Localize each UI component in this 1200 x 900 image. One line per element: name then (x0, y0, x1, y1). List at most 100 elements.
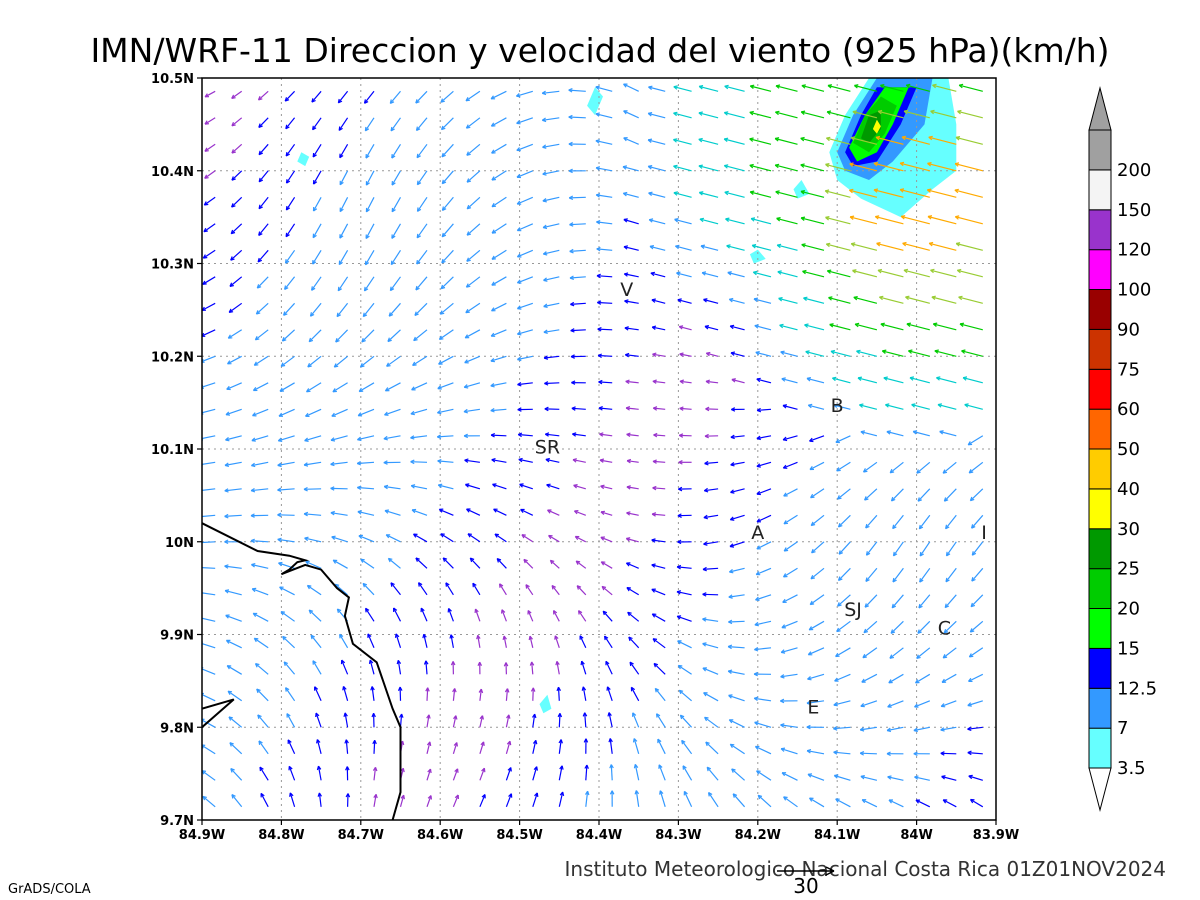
wind-vector (579, 635, 587, 649)
wind-vector (572, 458, 586, 463)
wind-vector (891, 594, 904, 609)
wind-vector (806, 749, 825, 755)
wind-vector (584, 790, 590, 807)
wind-vector (934, 349, 957, 357)
wind-vector (343, 712, 349, 728)
wind-vector (936, 376, 957, 384)
wind-vector (625, 537, 639, 543)
wind-vector (544, 432, 560, 437)
wind-vector (515, 90, 533, 98)
wind-vector (941, 673, 957, 683)
wind-vector (573, 510, 587, 516)
wind-vector (410, 484, 428, 490)
wind-vector (756, 541, 772, 550)
wind-vector (553, 610, 560, 622)
wind-vector (860, 700, 878, 708)
wind-vector (303, 511, 322, 517)
wind-vector (609, 764, 614, 781)
wind-vector (525, 584, 534, 596)
wind-vector (463, 382, 481, 389)
wind-vector (607, 712, 613, 728)
wind-vector (464, 329, 481, 339)
wind-vector (909, 376, 930, 384)
wind-vector (971, 567, 984, 582)
wind-vector (466, 508, 481, 516)
wind-vector (930, 268, 957, 278)
wind-vector (852, 110, 878, 119)
wind-vector (280, 355, 295, 367)
wind-vector (932, 322, 957, 331)
wind-vector (410, 459, 428, 465)
wind-vector (422, 633, 428, 648)
wind-vector (365, 607, 375, 622)
wind-vector (916, 647, 931, 659)
wind-vector (837, 488, 851, 500)
wind-vector (703, 298, 719, 304)
wind-vector (968, 647, 984, 658)
wind-vector (875, 135, 904, 145)
wind-vector (652, 638, 666, 649)
wind-vector (900, 215, 930, 225)
speed-region-9 (793, 180, 810, 199)
wind-vector (729, 514, 745, 521)
wind-vector (411, 508, 428, 516)
wind-vector (477, 661, 483, 675)
wind-vector (595, 139, 613, 145)
x-tick-label: 84.2W (735, 828, 781, 843)
wind-vector (837, 567, 851, 581)
wind-vector (727, 271, 745, 278)
wind-vector (568, 141, 586, 147)
wind-vector (905, 295, 930, 304)
colorbar-swatch (1088, 568, 1112, 609)
wind-vector (756, 461, 772, 468)
wind-vector (415, 276, 428, 291)
wind-vector (441, 196, 454, 211)
coastline-segment-0 (202, 522, 402, 820)
wind-vector (885, 403, 904, 410)
wind-vector (260, 792, 269, 808)
wind-vector (391, 170, 402, 186)
wind-vector (833, 700, 851, 707)
wind-vector (723, 137, 745, 145)
colorbar-swatch (1088, 488, 1112, 530)
wind-vector (527, 610, 534, 622)
wind-vector (632, 738, 640, 754)
wind-vector (728, 694, 745, 702)
wind-vector (339, 223, 349, 239)
wind-vector (702, 592, 719, 597)
city-label-e: E (807, 696, 819, 718)
wind-vector (426, 768, 432, 781)
wind-vector (571, 380, 586, 385)
wind-vector (229, 742, 243, 755)
wind-vector (465, 117, 481, 129)
wind-vector (931, 295, 957, 304)
wind-vector (516, 249, 534, 258)
wind-vector (277, 435, 295, 442)
colorbar-bottom-arrow (1088, 767, 1112, 812)
wind-vector (256, 276, 269, 289)
wind-vector (308, 609, 322, 622)
wind-vector (570, 354, 586, 359)
wind-vector (285, 196, 296, 211)
wind-vector (927, 162, 957, 172)
wind-vector (437, 483, 454, 490)
wind-vector (440, 117, 454, 131)
wind-vector (723, 111, 745, 119)
wind-vector (365, 223, 375, 239)
wind-vector (491, 458, 507, 463)
wind-vector (474, 608, 481, 622)
wind-vector (414, 302, 428, 316)
wind-vector (606, 686, 613, 701)
wind-vector (678, 486, 692, 492)
wind-vector (255, 302, 269, 315)
wind-vector (624, 326, 639, 331)
wind-vector (892, 514, 904, 530)
wind-vector (554, 635, 560, 648)
wind-vector (887, 700, 904, 708)
wind-vector (547, 509, 560, 516)
colorbar-label: 60 (1117, 399, 1140, 420)
wind-vector (312, 249, 322, 265)
wind-vector (962, 376, 983, 384)
wind-vector (889, 461, 904, 474)
wind-vector (279, 586, 295, 596)
